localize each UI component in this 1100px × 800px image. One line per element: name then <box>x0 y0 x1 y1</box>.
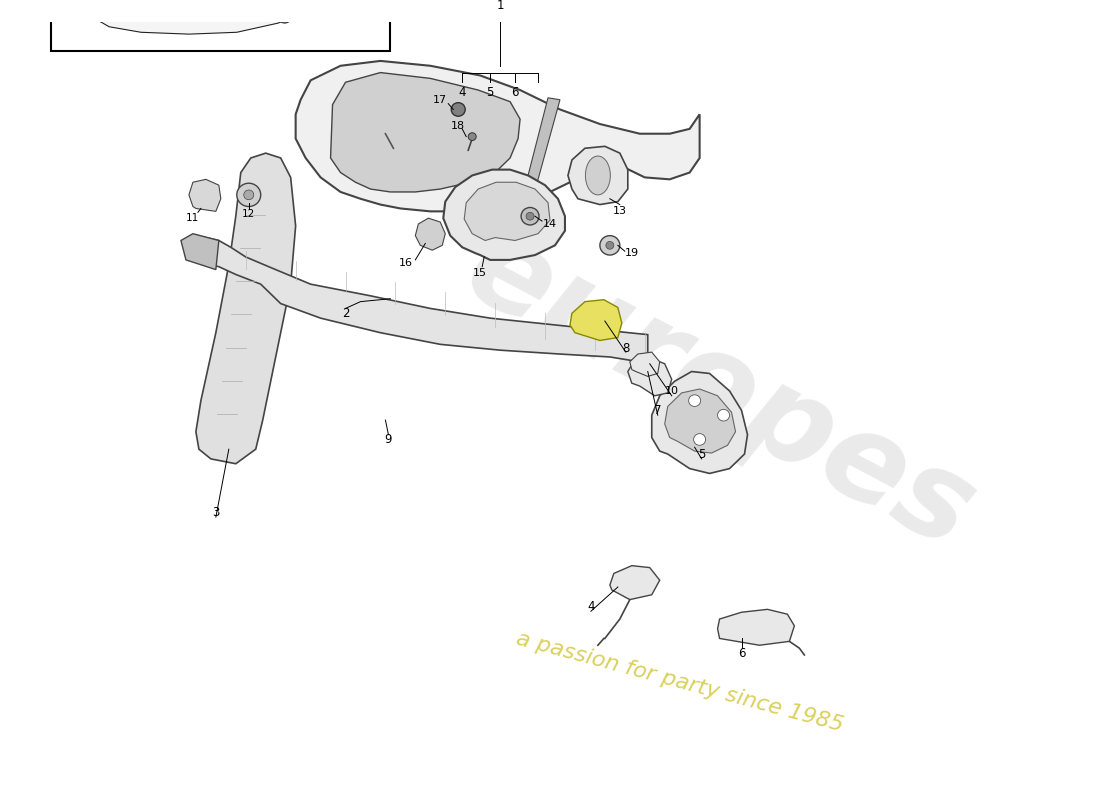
Circle shape <box>521 207 539 225</box>
Ellipse shape <box>125 0 138 10</box>
Text: 16: 16 <box>398 258 412 268</box>
Text: 19: 19 <box>625 248 639 258</box>
Polygon shape <box>186 238 648 362</box>
Circle shape <box>244 190 254 200</box>
Polygon shape <box>196 153 296 464</box>
Text: 9: 9 <box>385 433 393 446</box>
Polygon shape <box>568 146 628 205</box>
Polygon shape <box>664 389 736 453</box>
Text: 3: 3 <box>212 506 220 518</box>
Text: 2: 2 <box>342 306 350 320</box>
Circle shape <box>451 102 465 116</box>
Text: 5: 5 <box>486 86 494 99</box>
Circle shape <box>526 212 534 220</box>
Ellipse shape <box>585 156 611 195</box>
Polygon shape <box>651 371 748 474</box>
Text: 8: 8 <box>623 342 629 354</box>
Circle shape <box>600 236 619 255</box>
Polygon shape <box>520 98 560 209</box>
Polygon shape <box>331 73 520 192</box>
Polygon shape <box>416 218 446 250</box>
Circle shape <box>689 395 701 406</box>
Polygon shape <box>570 300 622 341</box>
Text: 14: 14 <box>543 219 557 229</box>
Text: 6: 6 <box>512 86 519 99</box>
Text: 6: 6 <box>738 646 746 659</box>
Polygon shape <box>609 566 660 600</box>
Polygon shape <box>630 352 660 376</box>
Text: 15: 15 <box>473 267 487 278</box>
Text: 17: 17 <box>433 94 448 105</box>
Circle shape <box>694 434 705 446</box>
Text: 12: 12 <box>242 210 255 219</box>
Circle shape <box>469 133 476 141</box>
Text: a passion for party since 1985: a passion for party since 1985 <box>514 629 846 735</box>
Text: 18: 18 <box>451 121 465 131</box>
Polygon shape <box>84 0 349 34</box>
Circle shape <box>236 183 261 206</box>
Polygon shape <box>464 182 550 241</box>
Text: europes: europes <box>447 209 993 574</box>
Text: 4: 4 <box>587 600 595 613</box>
Bar <box>52 0 390 51</box>
Polygon shape <box>189 179 221 211</box>
Polygon shape <box>296 61 700 211</box>
Text: 10: 10 <box>664 386 679 396</box>
Text: 13: 13 <box>613 206 627 216</box>
Ellipse shape <box>274 0 296 23</box>
Polygon shape <box>443 170 565 260</box>
Polygon shape <box>717 610 794 646</box>
Polygon shape <box>628 357 672 396</box>
Ellipse shape <box>122 0 141 18</box>
Text: 1: 1 <box>496 0 504 12</box>
Text: 5: 5 <box>697 447 705 461</box>
Text: 11: 11 <box>186 213 199 223</box>
Polygon shape <box>180 234 219 270</box>
Circle shape <box>717 410 729 421</box>
Ellipse shape <box>278 0 292 14</box>
Text: 4: 4 <box>459 86 466 99</box>
Text: 7: 7 <box>654 404 661 417</box>
Circle shape <box>606 242 614 250</box>
